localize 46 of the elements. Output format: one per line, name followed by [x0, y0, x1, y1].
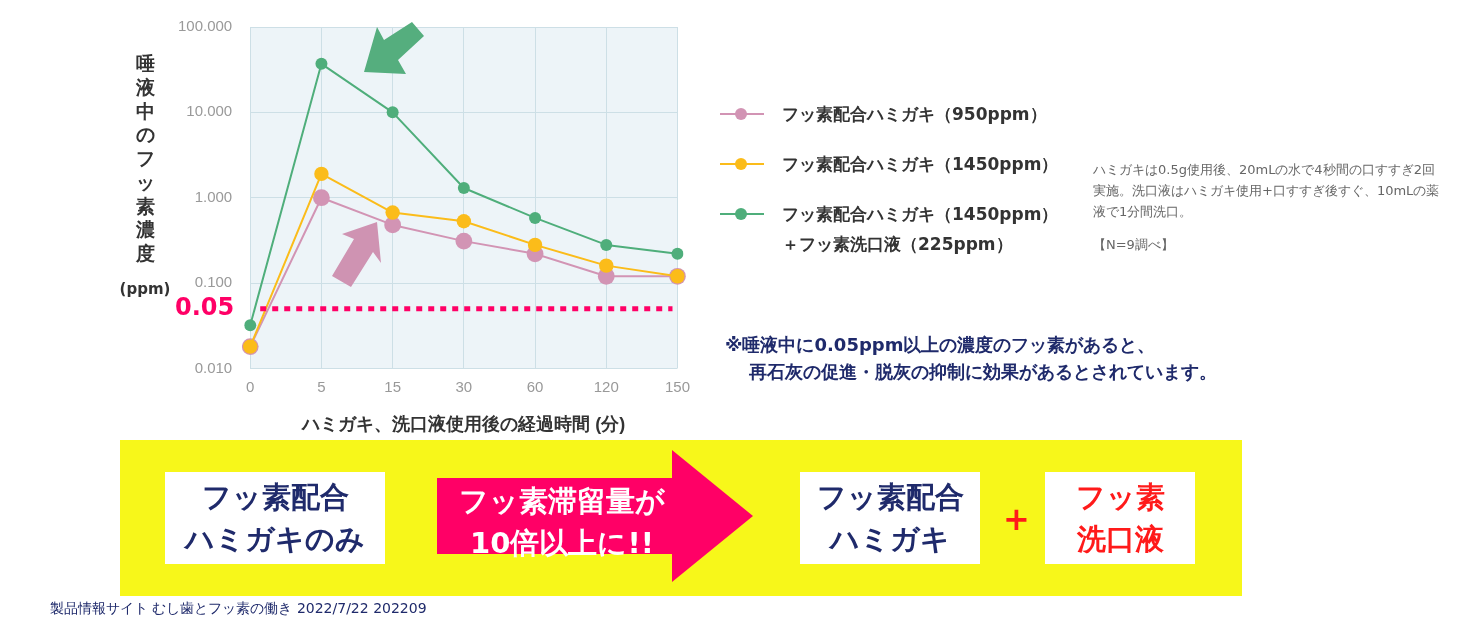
legend-label: フッ素配合ハミガキ（950ppm） [782, 103, 1048, 126]
legend-label: フッ素配合ハミガキ（1450ppm） [782, 153, 1060, 176]
x-tick-label: 5 [317, 377, 326, 395]
point [456, 214, 472, 229]
text: フッ素配合 [200, 479, 350, 516]
point [385, 205, 400, 220]
text: ハミガキのみ [183, 521, 366, 558]
x-tick-label: 150 [664, 377, 690, 395]
point [457, 181, 470, 194]
y-tick-label: 0.010 [194, 358, 233, 376]
point [600, 238, 613, 251]
point [671, 247, 684, 260]
y-tick-label: 10.000 [186, 102, 233, 120]
y-tick-label: 1.000 [194, 187, 233, 205]
ref-line-label: 0.05 [175, 292, 235, 321]
text: 10倍以上に!! [469, 525, 655, 562]
text: フッ素配合 [815, 479, 965, 516]
text: 【N=9調べ】 [1093, 236, 1174, 254]
point [386, 106, 399, 119]
text: フッ素 [1074, 479, 1166, 516]
x-tick-label: 120 [593, 377, 619, 395]
text: ハミガキは0.5g使用後、20mLの水で4秒間の口すすぎ2回実施。洗口液はハミガキ使用+口すすぎ後すぐ、10mLの薬液で1分間洗口。 [1093, 161, 1441, 221]
x-tick-label: 60 [526, 377, 544, 395]
text: ハミガキ [828, 521, 951, 558]
text: ※唾液中に0.05ppm以上の濃度のフッ素があると、 [725, 333, 1156, 357]
x-tick-label: 0 [246, 377, 255, 395]
point [527, 237, 543, 253]
y-tick-label: 100.000 [177, 17, 233, 35]
point [599, 258, 614, 273]
point [244, 319, 257, 332]
x-axis-title: ハミガキ、洗口液使用後の経過時間 (分) [300, 414, 626, 435]
point [455, 232, 473, 250]
text: 製品情報サイト むし歯とフッ素の働き 2022/7/22 202209 [50, 600, 427, 618]
point [529, 211, 542, 224]
point [313, 189, 330, 207]
text: 唾液中のフッ素濃度 (ppm) [119, 52, 171, 298]
point [314, 166, 329, 182]
x-tick-label: 15 [384, 377, 401, 395]
text: 洗口液 [1075, 521, 1165, 558]
x-tick-label: 30 [455, 377, 473, 395]
text: 再石灰の促進・脱灰の抑制に効果があるとされています。 [749, 360, 1217, 384]
legend-label: フッ素配合ハミガキ（1450ppm）＋フッ素洗口液（225ppm） [782, 203, 1060, 256]
y-tick-label: 0.100 [194, 273, 233, 291]
point [315, 57, 328, 70]
text: フッ素滞留量が [458, 483, 666, 520]
text: + [1003, 500, 1030, 538]
